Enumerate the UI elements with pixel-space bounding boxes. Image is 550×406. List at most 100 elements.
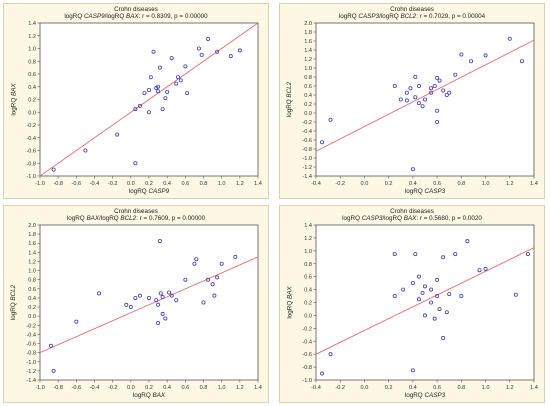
x-tick-label: 1.4 xyxy=(530,385,538,391)
y-tick-label: 0.0 xyxy=(304,111,312,117)
x-tick-label: -0.2 xyxy=(335,181,345,187)
data-point xyxy=(157,65,162,70)
x-tick-label: 0.6 xyxy=(181,385,189,391)
label-text: logRQ xyxy=(128,188,149,195)
data-point xyxy=(133,161,138,166)
data-point xyxy=(453,72,458,77)
data-point xyxy=(51,167,56,172)
data-point xyxy=(447,90,452,95)
label-text: /logRQ xyxy=(379,13,401,20)
chart-title: Crohn diseases xyxy=(114,6,158,13)
x-tick-label: -1.0 xyxy=(35,181,45,187)
data-point xyxy=(133,107,138,112)
y-tick-label: -0.6 xyxy=(26,149,36,155)
data-point xyxy=(328,352,333,357)
data-point xyxy=(157,238,162,243)
data-point xyxy=(176,75,181,80)
y-tick-label: -1.0 xyxy=(302,378,312,384)
x-tick-label: 0.0 xyxy=(361,181,369,187)
x-tick-label: 1.0 xyxy=(482,385,490,391)
x-tick-label: 0.8 xyxy=(200,181,208,187)
data-point xyxy=(429,90,434,95)
y-tick-label: -1.4 xyxy=(26,378,36,384)
data-point xyxy=(410,368,415,373)
data-point xyxy=(441,88,446,93)
data-point xyxy=(169,293,174,298)
data-point xyxy=(154,298,159,303)
data-point xyxy=(219,261,224,266)
label-text: : r = 0.8309, p = 0.00000 xyxy=(138,13,208,20)
x-tick-label: 0.8 xyxy=(457,385,465,391)
y-tick-label: -0.2 xyxy=(26,123,36,129)
regression-line xyxy=(316,247,534,355)
chart-panel-bax-bcl2: Crohn diseases logRQ BAX/logRQ BCL2: r = … xyxy=(3,205,269,403)
y-tick-label: 1.6 xyxy=(28,241,36,247)
data-point xyxy=(137,103,142,108)
data-point xyxy=(429,287,434,292)
data-point xyxy=(420,290,425,295)
data-point xyxy=(444,310,449,315)
y-tick-label: -0.2 xyxy=(302,120,312,126)
x-tick-label: 0.8 xyxy=(457,181,465,187)
x-tick-label: 1.0 xyxy=(218,181,226,187)
x-tick-label: -0.2 xyxy=(108,385,118,391)
x-tick-label: 0.8 xyxy=(200,385,208,391)
x-tick-label: 0.0 xyxy=(127,385,135,391)
chart-subtitle: logRQ CASP3/logRQ BAX: r = 0.5680, p = 0… xyxy=(280,215,544,222)
data-point xyxy=(435,277,440,282)
data-point xyxy=(215,275,220,280)
label-text: logRQ xyxy=(404,188,425,195)
data-point xyxy=(416,297,421,302)
data-point xyxy=(398,97,403,102)
y-tick-label: 1.6 xyxy=(304,39,312,45)
data-point xyxy=(201,300,206,305)
data-point xyxy=(320,371,325,376)
x-tick-label: 1.2 xyxy=(506,181,514,187)
y-tick-label: 0.4 xyxy=(28,85,36,91)
gene-name: BAX xyxy=(126,13,139,20)
data-point xyxy=(183,277,188,282)
data-point xyxy=(210,282,215,287)
x-tick-label: 1.4 xyxy=(254,181,262,187)
data-point xyxy=(160,107,165,112)
data-point xyxy=(156,89,161,94)
data-point xyxy=(115,132,120,137)
x-tick-label: 0.2 xyxy=(385,181,393,187)
data-point xyxy=(483,53,488,58)
gene-name: BAX xyxy=(86,215,100,222)
chart-subtitle: logRQ BAX/logRQ BCL2: r = 0.7609, p = 0.… xyxy=(4,215,268,222)
y-tick-label: 0.8 xyxy=(28,278,36,284)
x-axis-label: logRQ CASP9 xyxy=(40,188,258,195)
y-tick-label: 0.2 xyxy=(28,98,36,104)
x-axis-label: logRQ CASP3 xyxy=(316,188,534,195)
data-point xyxy=(160,295,165,300)
data-point xyxy=(525,252,530,257)
y-axis-label: logRQ BAX xyxy=(10,83,17,115)
data-point xyxy=(477,268,482,273)
y-tick-label: 0.6 xyxy=(28,287,36,293)
y-tick-label: 1.0 xyxy=(28,47,36,53)
y-tick-label: -0.6 xyxy=(26,342,36,348)
x-tick-label: 0.4 xyxy=(163,385,171,391)
x-tick-label: 0.4 xyxy=(163,181,171,187)
data-point xyxy=(124,302,129,307)
y-tick-label: 0.4 xyxy=(28,296,36,302)
data-point xyxy=(432,84,437,89)
x-tick-label: -0.6 xyxy=(72,181,82,187)
data-point xyxy=(437,78,442,83)
data-point xyxy=(156,302,161,307)
y-tick-label: 0.8 xyxy=(28,59,36,65)
regression-line xyxy=(40,23,258,176)
data-point xyxy=(166,290,171,295)
y-tick-label: 1.2 xyxy=(28,259,36,265)
chart-panel-casp9-bax: Crohn diseases logRQ CASP9/logRQ BAX: r =… xyxy=(3,3,269,199)
label-text: logRQ xyxy=(66,215,87,222)
x-tick-label: 1.0 xyxy=(482,181,490,187)
data-point xyxy=(194,257,199,262)
gene-name: BCL2 xyxy=(120,215,137,222)
data-point xyxy=(215,49,220,54)
data-point xyxy=(156,321,161,326)
data-point xyxy=(432,316,437,321)
y-tick-label: -0.2 xyxy=(26,323,36,329)
label-text: logRQ xyxy=(286,97,294,118)
